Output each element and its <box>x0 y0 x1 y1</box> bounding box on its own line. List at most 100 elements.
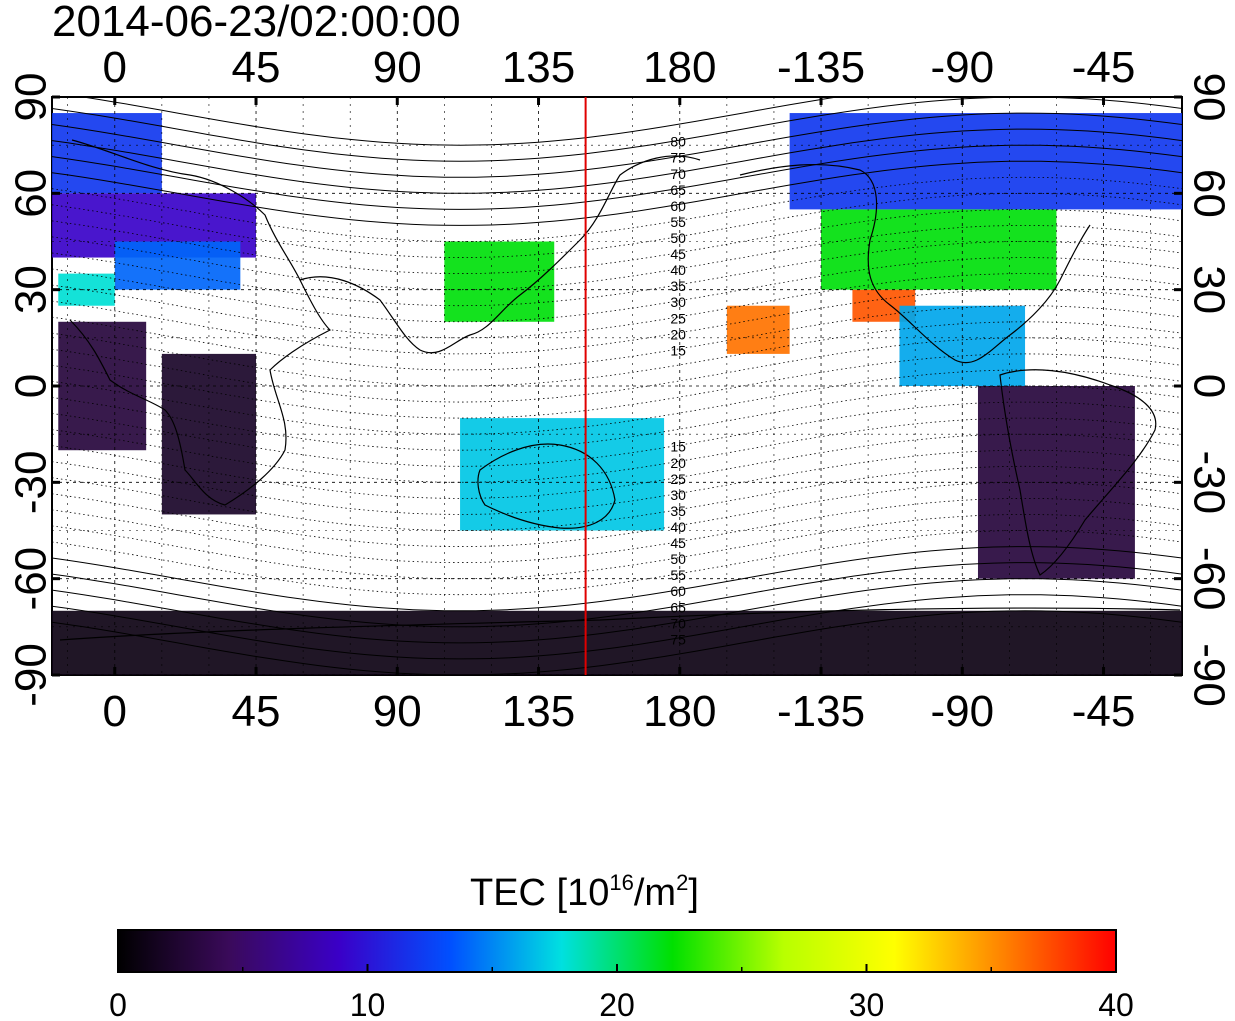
maglat-label-north: 20 <box>670 326 686 342</box>
tec-cell <box>726 305 790 354</box>
maglat-contour <box>52 385 1182 451</box>
x-tick-label-top: 180 <box>643 43 716 92</box>
maglat-label-south: 30 <box>670 487 686 503</box>
maglat-contour <box>52 546 1182 612</box>
colorbar-title: TEC [1016/m2] <box>470 870 699 914</box>
maglat-label-north: 50 <box>670 230 686 246</box>
colorbar-tick-label: 20 <box>599 987 635 1021</box>
y-tick-label-right: -30 <box>1184 451 1233 515</box>
maglat-label-north: 55 <box>670 214 686 230</box>
y-tick-label-left: 30 <box>7 265 56 314</box>
x-tick-label-top: 0 <box>103 43 127 92</box>
maglat-contour <box>52 353 1182 419</box>
colorbar-title-prefix: TEC [10 <box>470 872 609 914</box>
y-tick-label-right: 30 <box>1184 265 1233 314</box>
maglat-contour <box>52 224 1182 291</box>
maglat-contour <box>52 337 1182 403</box>
maglat-label-north: 75 <box>670 150 686 166</box>
maglat-contour <box>52 289 1182 355</box>
maglat-contour <box>52 401 1182 467</box>
y-tick-label-right: 0 <box>1184 374 1233 398</box>
y-tick-label-left: -60 <box>7 547 56 611</box>
coast-north-america <box>739 163 1091 364</box>
maglat-contour <box>52 273 1182 339</box>
map-content: 8075706560555045403530252015152025303540… <box>52 97 1182 675</box>
maglat-contour <box>52 241 1182 307</box>
maglat-contour <box>52 192 1182 259</box>
x-tick-label-bottom: -135 <box>777 687 865 736</box>
y-tick-label-right: -60 <box>1184 547 1233 611</box>
magnetic-latitude-labels: 8075706560555045403530252015152025303540… <box>670 134 686 648</box>
y-tick-label-left: -90 <box>7 643 56 707</box>
tec-cell <box>52 610 1182 675</box>
x-tick-label-bottom: 45 <box>232 687 281 736</box>
maglat-contour <box>52 257 1182 323</box>
maglat-contour <box>52 208 1182 275</box>
coast-asia <box>299 155 701 354</box>
maglat-contour <box>52 497 1182 564</box>
maglat-label-north: 80 <box>670 134 686 150</box>
x-tick-label-bottom: -45 <box>1072 687 1136 736</box>
maglat-contour <box>52 562 1182 628</box>
colorbar-tick-label: 10 <box>350 987 386 1021</box>
colorbar-ticks: 0 10 20 30 40 <box>109 964 1134 1021</box>
tec-cell <box>821 209 1057 290</box>
maglat-label-south: 35 <box>670 503 686 519</box>
maglat-label-north: 60 <box>670 198 686 214</box>
x-tick-label-top: -135 <box>777 43 865 92</box>
colorbar-title-suffix: ] <box>688 872 699 914</box>
y-tick-label-right: -90 <box>1184 643 1233 707</box>
maglat-label-north: 25 <box>670 310 686 326</box>
map-panel: 8075706560555045403530252015152025303540… <box>51 96 1183 676</box>
coast-antarctica <box>59 607 1181 641</box>
maglat-label-north: 35 <box>670 278 686 294</box>
y-tick-label-left: 60 <box>7 169 56 218</box>
maglat-label-north: 30 <box>670 294 686 310</box>
y-tick-label-right: 90 <box>1184 73 1233 122</box>
y-tick-label-left: -30 <box>7 451 56 515</box>
maglat-contour <box>52 369 1182 435</box>
maglat-contour <box>52 97 1182 162</box>
x-tick-label-top: 90 <box>373 43 422 92</box>
maglat-contour <box>52 594 1182 660</box>
x-tick-label-bottom: 90 <box>373 687 422 736</box>
magnetic-latitude-contours <box>52 97 1182 675</box>
maglat-contour <box>52 176 1182 242</box>
colorbar-tick-label: 30 <box>849 987 885 1021</box>
tec-cell <box>114 241 241 290</box>
tec-cell <box>460 418 665 531</box>
x-tick-label-top: -90 <box>930 43 994 92</box>
maglat-label-north: 45 <box>670 246 686 262</box>
maglat-label-north: 15 <box>670 342 686 358</box>
maglat-contour <box>52 481 1182 548</box>
map-title: 2014-06-23/02:00:00 <box>52 0 461 46</box>
maglat-label-south: 45 <box>670 535 686 551</box>
y-axis-left-ticks: 90 60 30 0 -30 -60 -90 <box>7 73 60 707</box>
maglat-contour <box>52 433 1182 499</box>
x-tick-label-top: -45 <box>1072 43 1136 92</box>
colorbar-tick-label: 40 <box>1098 987 1134 1021</box>
maglat-contour <box>83 97 837 146</box>
coast-australia <box>477 443 616 529</box>
coast-south-america <box>999 369 1157 576</box>
maglat-label-south: 25 <box>670 471 686 487</box>
maglat-label-south: 60 <box>670 583 686 599</box>
maglat-label-south: 55 <box>670 567 686 583</box>
y-tick-label-left: 0 <box>7 374 56 398</box>
y-tick-label-right: 60 <box>1184 169 1233 218</box>
coastlines <box>59 139 1181 641</box>
maglat-contour <box>52 144 1182 210</box>
maglat-contour <box>52 610 1182 675</box>
y-axis-right-ticks: 90 60 30 0 -30 -60 -90 <box>1174 73 1233 707</box>
x-axis-bottom-ticks: 0 45 90 135 180 -135 -90 -45 <box>103 667 1136 736</box>
colorbar-tick-label: 0 <box>109 987 127 1021</box>
maglat-contour <box>52 465 1182 531</box>
maglat-label-north: 70 <box>670 166 686 182</box>
coast-europe-africa <box>69 139 332 506</box>
maglat-label-south: 65 <box>670 599 686 615</box>
maglat-label-north: 65 <box>670 182 686 198</box>
x-tick-label-top: 135 <box>502 43 575 92</box>
maglat-contour <box>52 128 1182 194</box>
colorbar-title-exponent-2: 2 <box>676 870 688 895</box>
maglat-label-south: 75 <box>670 631 686 647</box>
